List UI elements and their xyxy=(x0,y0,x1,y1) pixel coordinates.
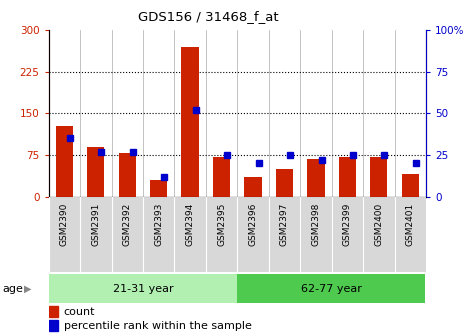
Text: GSM2394: GSM2394 xyxy=(186,203,194,246)
Bar xyxy=(363,197,394,272)
Bar xyxy=(49,197,80,272)
Bar xyxy=(143,197,175,272)
Bar xyxy=(269,197,300,272)
Text: GDS156 / 31468_f_at: GDS156 / 31468_f_at xyxy=(138,10,279,23)
Bar xyxy=(49,306,58,317)
Text: GSM2395: GSM2395 xyxy=(217,203,226,246)
Bar xyxy=(238,275,425,303)
Text: GSM2398: GSM2398 xyxy=(312,203,320,246)
Bar xyxy=(213,157,230,197)
Bar xyxy=(56,126,73,197)
Bar xyxy=(339,157,356,197)
Bar xyxy=(112,197,143,272)
Bar xyxy=(307,159,325,197)
Bar xyxy=(238,197,269,272)
Bar xyxy=(370,157,388,197)
Text: GSM2401: GSM2401 xyxy=(406,203,415,246)
Text: percentile rank within the sample: percentile rank within the sample xyxy=(64,321,251,331)
Bar xyxy=(244,177,262,197)
Text: GSM2393: GSM2393 xyxy=(154,203,163,246)
Bar xyxy=(300,197,332,272)
Text: GSM2397: GSM2397 xyxy=(280,203,289,246)
Text: GSM2392: GSM2392 xyxy=(123,203,132,246)
Text: age: age xyxy=(2,284,23,294)
Bar xyxy=(150,180,167,197)
Bar xyxy=(175,197,206,272)
Bar xyxy=(119,153,136,197)
Text: 62-77 year: 62-77 year xyxy=(301,284,362,294)
Bar xyxy=(394,197,426,272)
Text: GSM2391: GSM2391 xyxy=(91,203,100,246)
Bar xyxy=(87,146,105,197)
Bar xyxy=(181,47,199,197)
Bar xyxy=(276,169,293,197)
Text: 21-31 year: 21-31 year xyxy=(113,284,173,294)
Bar xyxy=(206,197,238,272)
Text: GSM2396: GSM2396 xyxy=(249,203,257,246)
Text: GSM2399: GSM2399 xyxy=(343,203,352,246)
Text: GSM2400: GSM2400 xyxy=(374,203,383,246)
Bar xyxy=(80,197,112,272)
Bar xyxy=(332,197,363,272)
Text: GSM2390: GSM2390 xyxy=(60,203,69,246)
Bar xyxy=(49,320,58,331)
Bar xyxy=(401,174,419,197)
Text: count: count xyxy=(64,306,95,317)
Text: ▶: ▶ xyxy=(24,284,31,294)
Bar xyxy=(49,275,237,303)
